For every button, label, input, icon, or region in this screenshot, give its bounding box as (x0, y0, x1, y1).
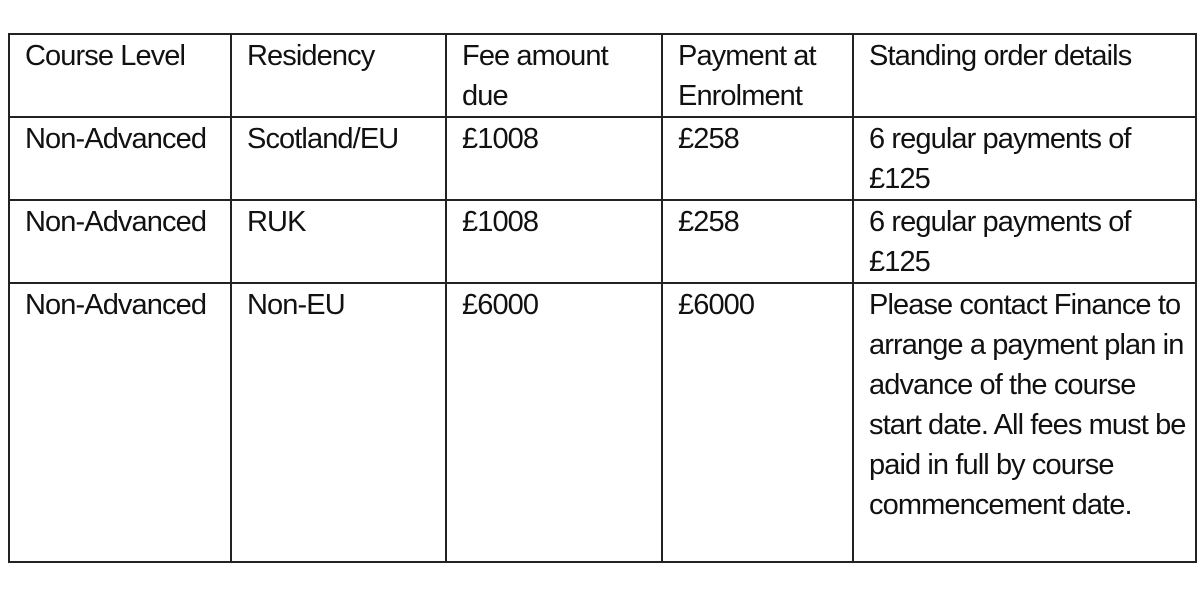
table-cell: Non-EU (230, 282, 447, 563)
header-cell-residency: Residency (230, 33, 447, 118)
header-cell-fee-amount: Fee amount due (445, 33, 663, 118)
table-cell: RUK (230, 199, 447, 284)
fees-table: Course Level Residency Fee amount due Pa… (8, 33, 1197, 563)
table-row: Non-Advanced Non-EU £6000 £6000 Please c… (8, 282, 1197, 563)
table-cell: Non-Advanced (8, 199, 232, 284)
table-cell: 6 regular payments of £125 (852, 116, 1197, 201)
table-cell: £258 (661, 116, 854, 201)
table-cell: Non-Advanced (8, 282, 232, 563)
table-cell: £6000 (445, 282, 663, 563)
table-cell: Scotland/EU (230, 116, 447, 201)
header-cell-payment-at-enrolment: Payment at Enrolment (661, 33, 854, 118)
header-cell-course-level: Course Level (8, 33, 232, 118)
table-cell: Please contact Finance to arrange a paym… (852, 282, 1197, 563)
table-row: Non-Advanced RUK £1008 £258 6 regular pa… (8, 199, 1197, 284)
table-cell: 6 regular payments of £125 (852, 199, 1197, 284)
header-row: Course Level Residency Fee amount due Pa… (8, 33, 1197, 118)
table-cell: £1008 (445, 199, 663, 284)
table-cell: £258 (661, 199, 854, 284)
table-cell: Non-Advanced (8, 116, 232, 201)
table-cell: £1008 (445, 116, 663, 201)
table-row: Non-Advanced Scotland/EU £1008 £258 6 re… (8, 116, 1197, 201)
table-cell: £6000 (661, 282, 854, 563)
header-cell-standing-order: Standing order details (852, 33, 1197, 118)
